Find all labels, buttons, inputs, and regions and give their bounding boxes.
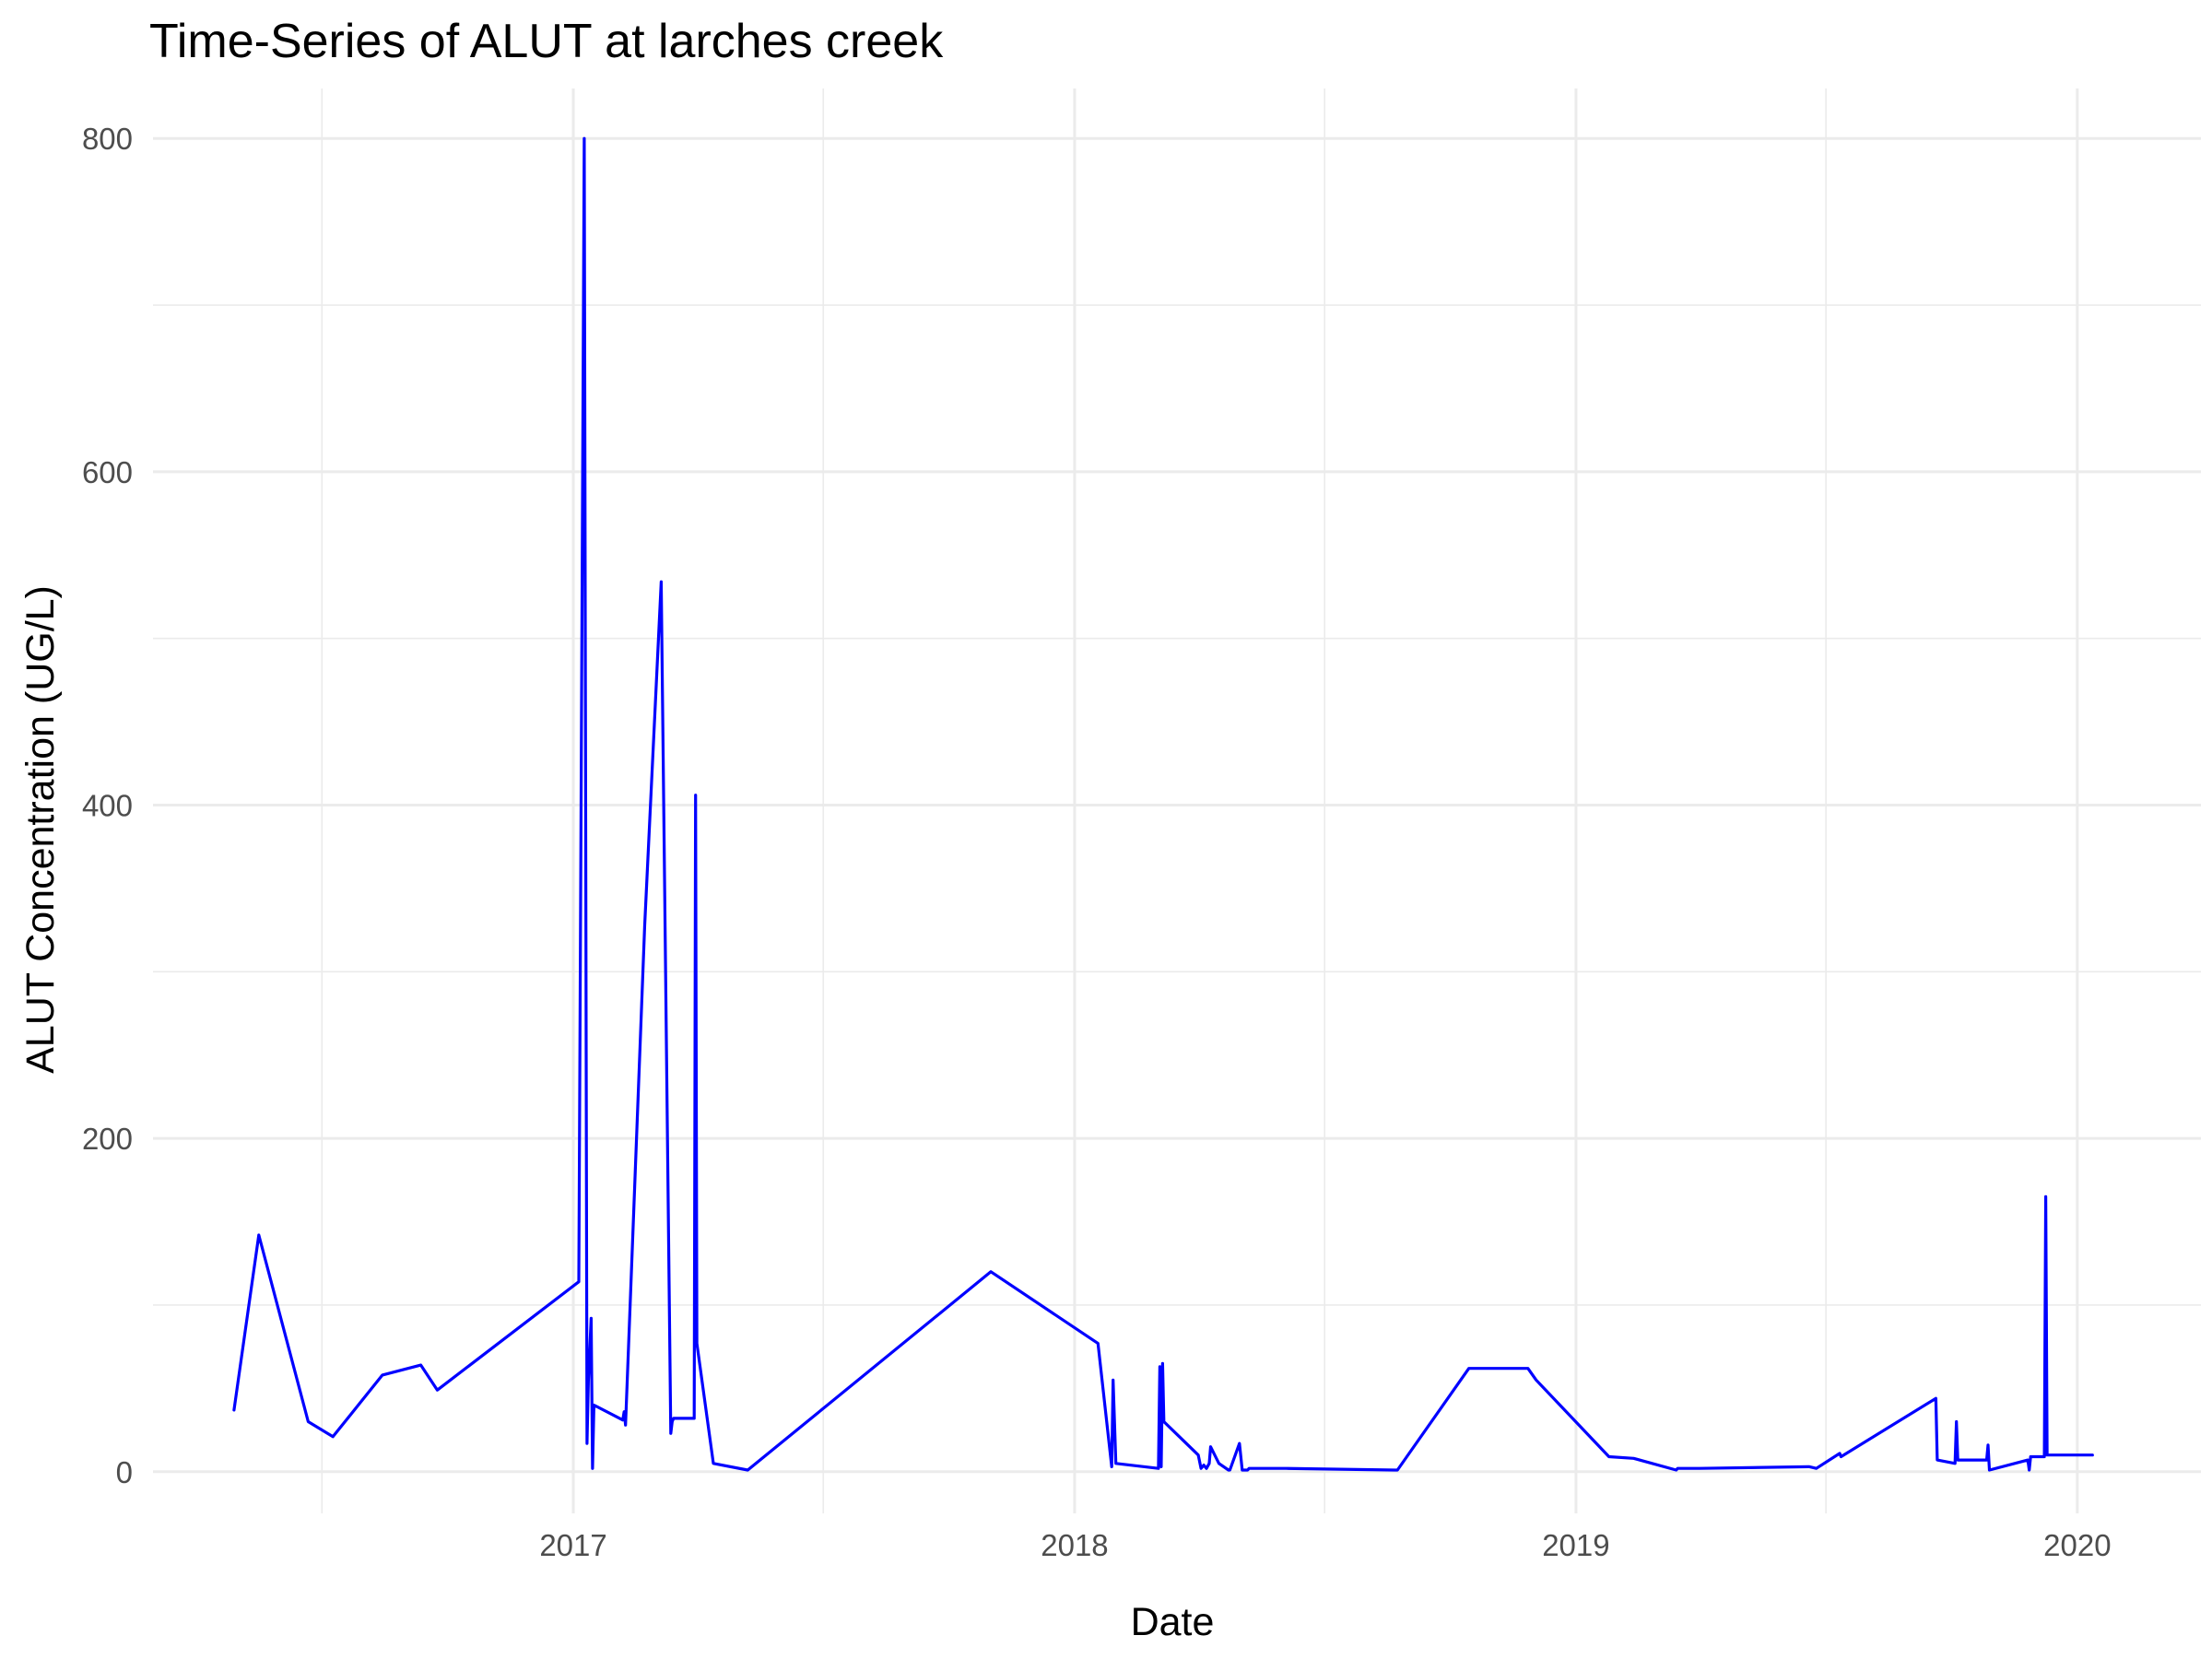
series-layer [232,136,2094,1472]
x-axis-title: Date [1131,1600,1215,1644]
x-tick-label: 2020 [2043,1528,2111,1562]
grid-layer [153,88,2201,1513]
tick-label-layer: 0 200 400 600 800 2017 2018 2019 2020 [82,122,2112,1562]
y-tick-label: 400 [82,789,133,823]
chart-title: Time-Series of ALUT at larches creek [149,15,944,68]
y-axis-title: ALUT Concentration (UG/L) [18,585,63,1074]
y-tick-label: 800 [82,122,133,156]
x-tick-label: 2017 [539,1528,606,1562]
x-tick-label: 2019 [1542,1528,1609,1562]
series-line-1 [232,136,2094,1472]
y-tick-label: 600 [82,455,133,489]
x-tick-label: 2018 [1041,1528,1108,1562]
y-tick-label: 200 [82,1122,133,1156]
y-tick-label: 0 [116,1455,133,1489]
